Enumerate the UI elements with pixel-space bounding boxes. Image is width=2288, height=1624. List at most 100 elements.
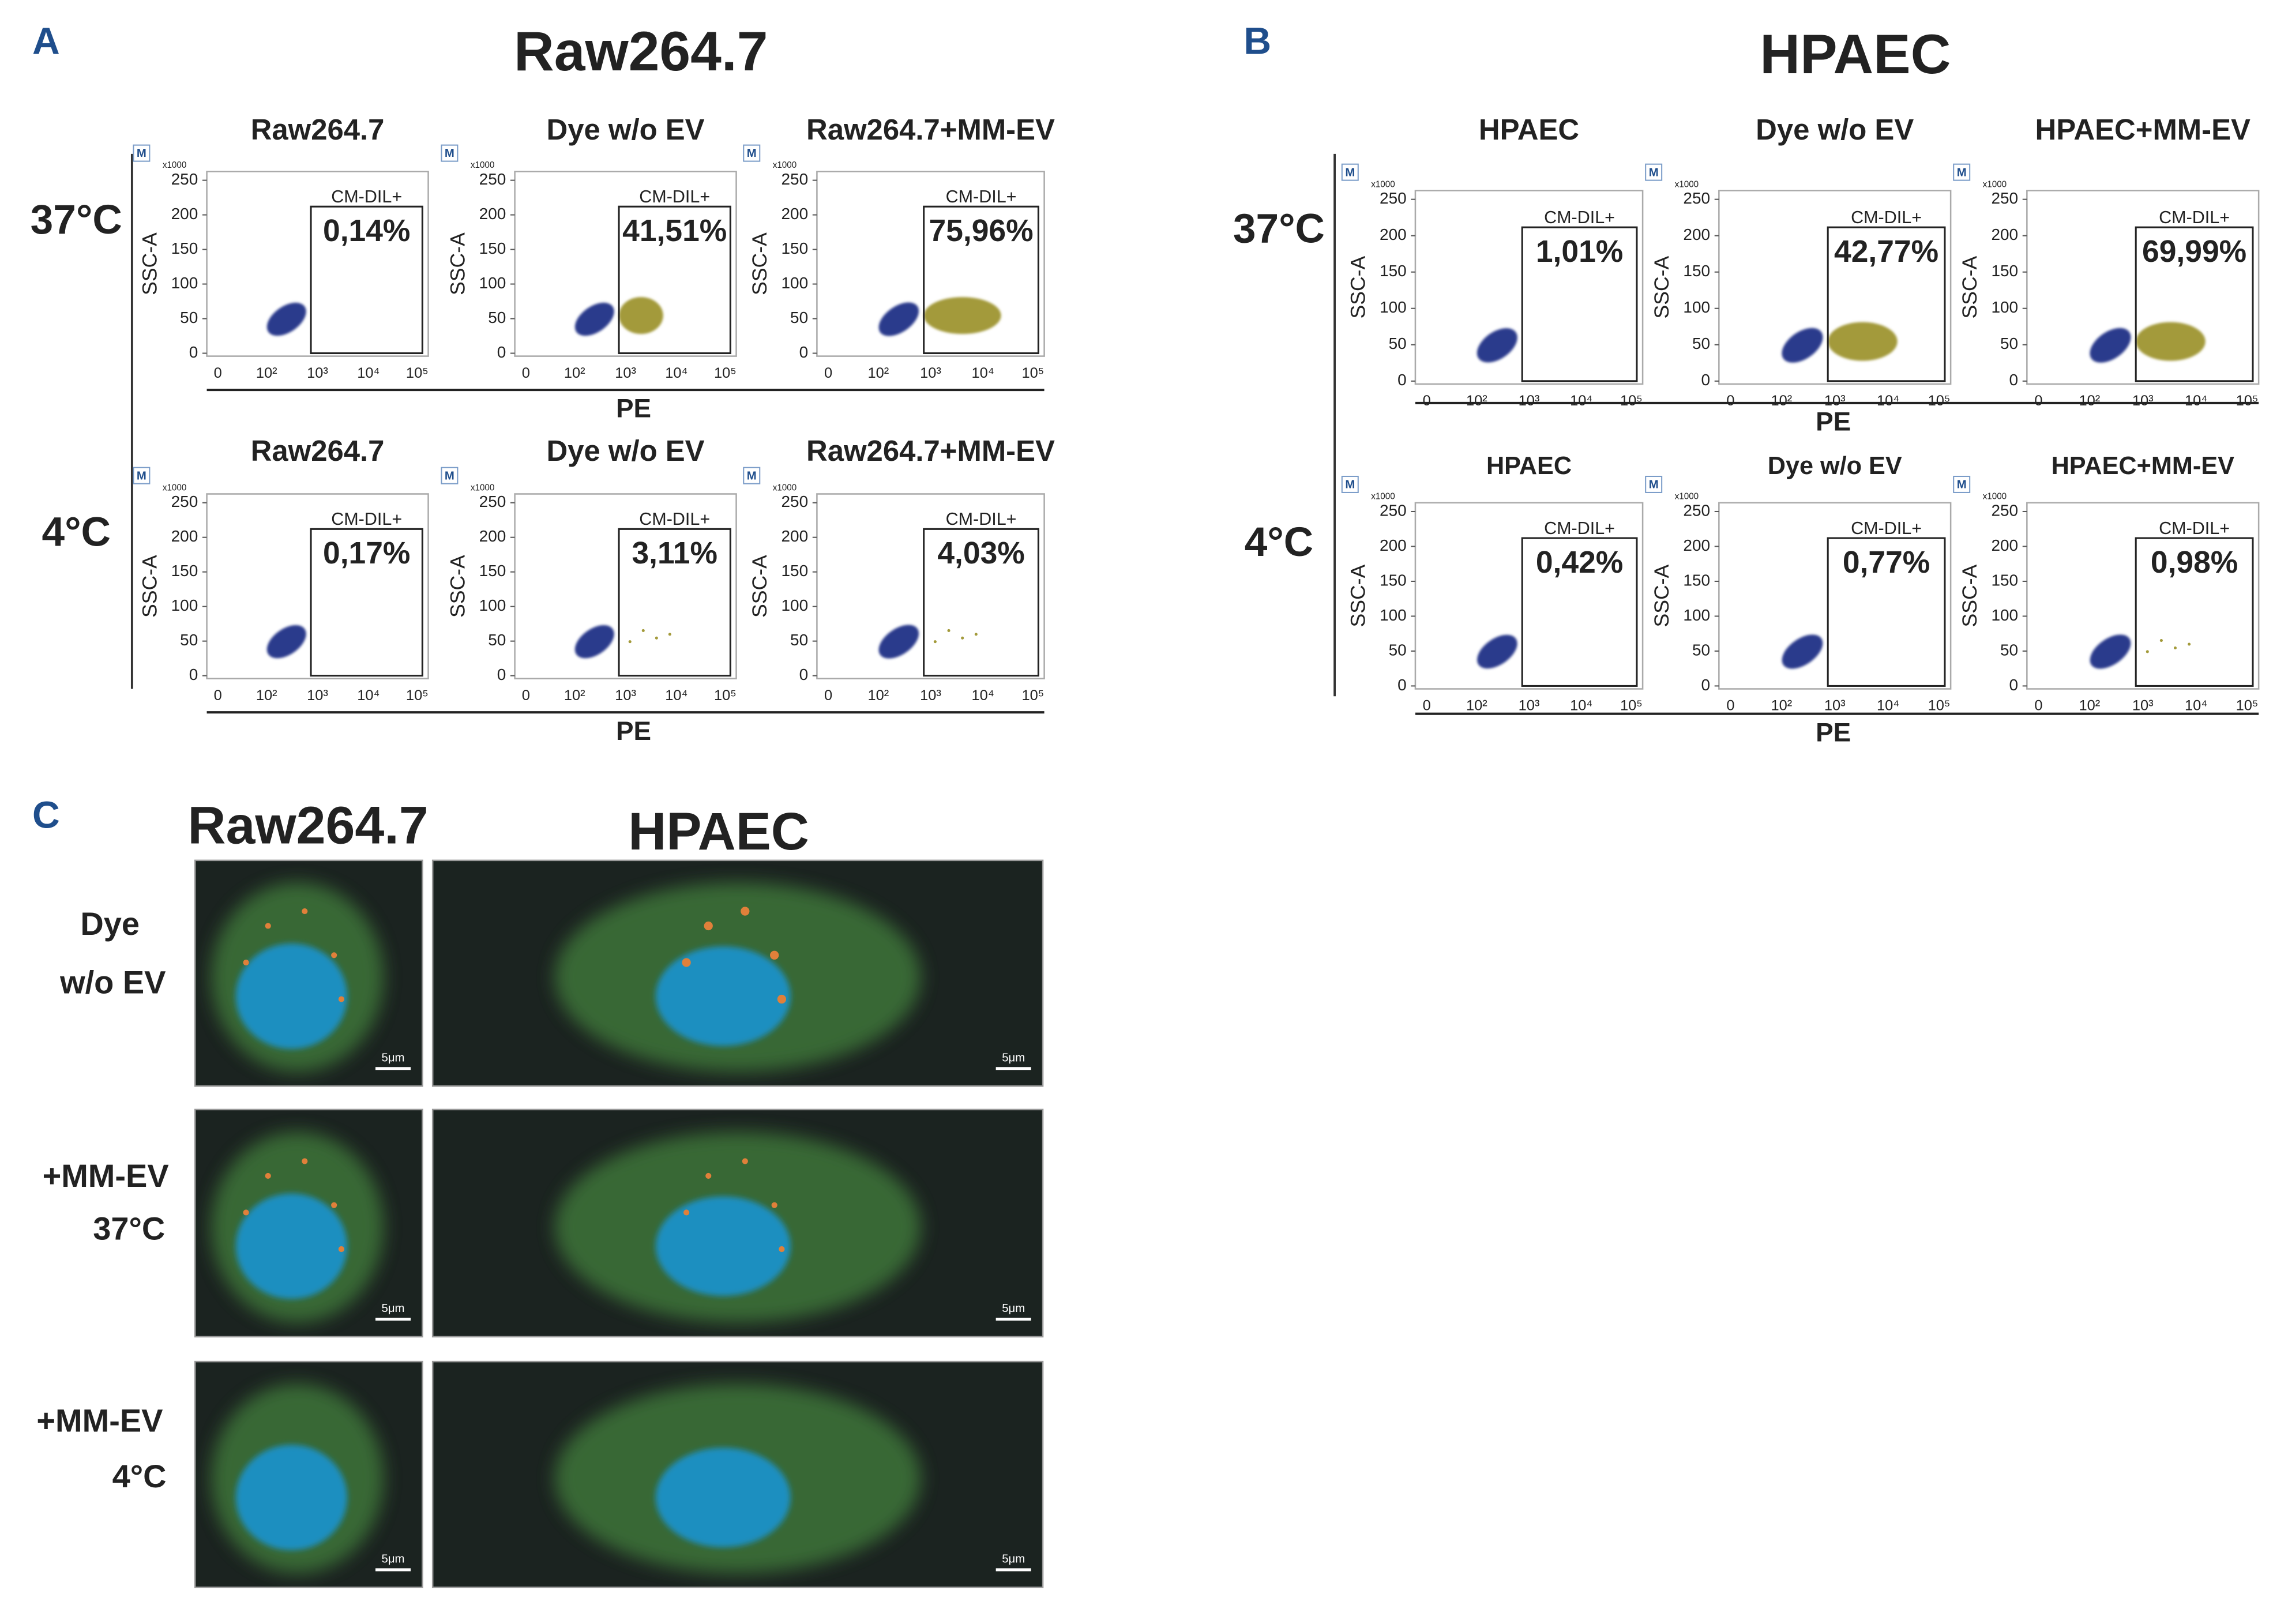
vesicle (243, 1209, 249, 1216)
plot-title: Dye w/o EV (1756, 113, 1914, 146)
x-tick-label: 0 (522, 365, 530, 381)
row-label: 4°C (112, 1458, 167, 1494)
event-cloud (1782, 634, 1823, 669)
y-tick-label: 250 (479, 493, 506, 510)
y-tick-label: 0 (799, 343, 809, 361)
x-tick-label: 10⁵ (2236, 698, 2259, 714)
nucleus (235, 943, 348, 1049)
x-tick-label: 0 (1423, 698, 1431, 714)
x-tick-label: 10³ (1519, 698, 1540, 714)
gate-label: CM-DIL+ (1851, 208, 1922, 227)
micrograph: 5μm (194, 859, 423, 1087)
gate-label: CM-DIL+ (946, 509, 1017, 529)
y-tick-label: 100 (1991, 298, 2018, 316)
x-tick-label: 10³ (615, 687, 636, 704)
gate-label: CM-DIL+ (331, 187, 402, 206)
y-tick-label: 200 (782, 527, 809, 545)
y-tick-label: 250 (1380, 501, 1407, 519)
vesicle (265, 923, 271, 929)
y-tick-label: 200 (171, 205, 198, 223)
x-tick-label: 10³ (307, 687, 328, 704)
plot-frame (514, 493, 737, 679)
gate-percent: 1,01% (1536, 235, 1623, 269)
marker-icon (1953, 475, 1971, 493)
x-tick-label: 10² (256, 687, 277, 704)
y-tick-label: 150 (1683, 262, 1710, 280)
image-content (554, 882, 921, 1072)
y-tick-label: 250 (782, 170, 809, 188)
event-dot (947, 629, 950, 633)
x-tick-label: 10³ (1519, 393, 1540, 409)
y-unit: x1000 (163, 160, 187, 170)
x-tick-label: 10³ (2132, 698, 2154, 714)
gate-percent: 42,77% (1834, 235, 1938, 269)
y-tick-label: 0 (799, 666, 809, 683)
marker-icon-text: M (137, 147, 146, 160)
x-tick-label: 0 (214, 365, 222, 381)
event-dot (2188, 642, 2191, 646)
y-tick-label: 50 (790, 309, 808, 326)
row-label: w/o EV (59, 964, 166, 1001)
x-tick-label: 10⁵ (1021, 687, 1044, 704)
vesicle (265, 1172, 271, 1179)
y-tick-label: 0 (497, 343, 506, 361)
y-tick-label: 50 (1389, 641, 1407, 659)
gate-percent: 41,51% (622, 214, 727, 248)
marker-icon (1645, 475, 1663, 493)
y-unit: x1000 (163, 483, 187, 493)
x-tick-label: 10² (1771, 698, 1792, 714)
x-tick-label: 10⁵ (1620, 393, 1643, 409)
y-tick-label: 200 (1683, 225, 1710, 243)
y-axis-label: SSC-A (1958, 256, 1981, 319)
y-tick-label: 100 (1380, 298, 1407, 316)
event-dot (2146, 650, 2149, 653)
x-tick-label: 0 (522, 687, 530, 704)
scale-label: 5μm (1002, 1553, 1025, 1566)
y-unit: x1000 (471, 160, 495, 170)
y-axis-label: SSC-A (1958, 565, 1981, 627)
event-dot (2159, 639, 2163, 642)
vesicle (683, 1209, 690, 1216)
vesicle (779, 1246, 785, 1253)
marker-icon-text: M (445, 469, 454, 482)
gate-percent: 0,42% (1536, 546, 1623, 580)
panel-title: Raw264.7 (514, 21, 768, 82)
vesicle (771, 1202, 777, 1208)
x-tick-label: 10⁴ (2185, 393, 2207, 409)
panel-label: C (32, 794, 60, 837)
y-tick-label: 150 (479, 562, 506, 580)
y-tick-label: 50 (488, 631, 506, 649)
y-tick-label: 200 (171, 527, 198, 545)
micrograph: 5μm (431, 1360, 1044, 1588)
gate-label: CM-DIL+ (1544, 518, 1615, 538)
y-tick-label: 250 (782, 493, 809, 510)
gate (1521, 226, 1638, 382)
x-tick-label: 10² (2079, 698, 2100, 714)
image-content (211, 1131, 384, 1323)
nucleus (235, 1193, 348, 1299)
y-tick-label: 0 (1701, 371, 1711, 389)
gate-label: CM-DIL+ (1544, 208, 1615, 227)
panel-label: A (32, 20, 60, 63)
event-cloud (574, 302, 614, 336)
y-tick-label: 100 (1380, 606, 1407, 624)
x-tick-label: 10³ (307, 365, 328, 381)
y-axis-label: SSC-A (1650, 256, 1673, 319)
marker-icon-text: M (445, 147, 454, 160)
y-unit: x1000 (1983, 492, 2007, 502)
x-tick-label: 10⁴ (665, 687, 687, 704)
x-tick-label: 10² (564, 687, 585, 704)
x-tick-label: 0 (824, 687, 832, 704)
event-dot (2173, 646, 2177, 650)
y-axis-label: SSC-A (748, 555, 771, 618)
gate-percent: 0,17% (323, 536, 410, 570)
x-tick-label: 0 (824, 365, 832, 381)
event-cloud (923, 297, 1001, 334)
marker-icon (1645, 163, 1663, 181)
x-tick-label: 10⁴ (357, 365, 380, 381)
y-tick-label: 100 (171, 596, 198, 614)
marker-icon-text: M (1649, 166, 1659, 179)
micrograph: 5μm (194, 1360, 423, 1588)
marker-icon (1341, 163, 1359, 181)
x-tick-label: 10⁴ (1570, 698, 1592, 714)
